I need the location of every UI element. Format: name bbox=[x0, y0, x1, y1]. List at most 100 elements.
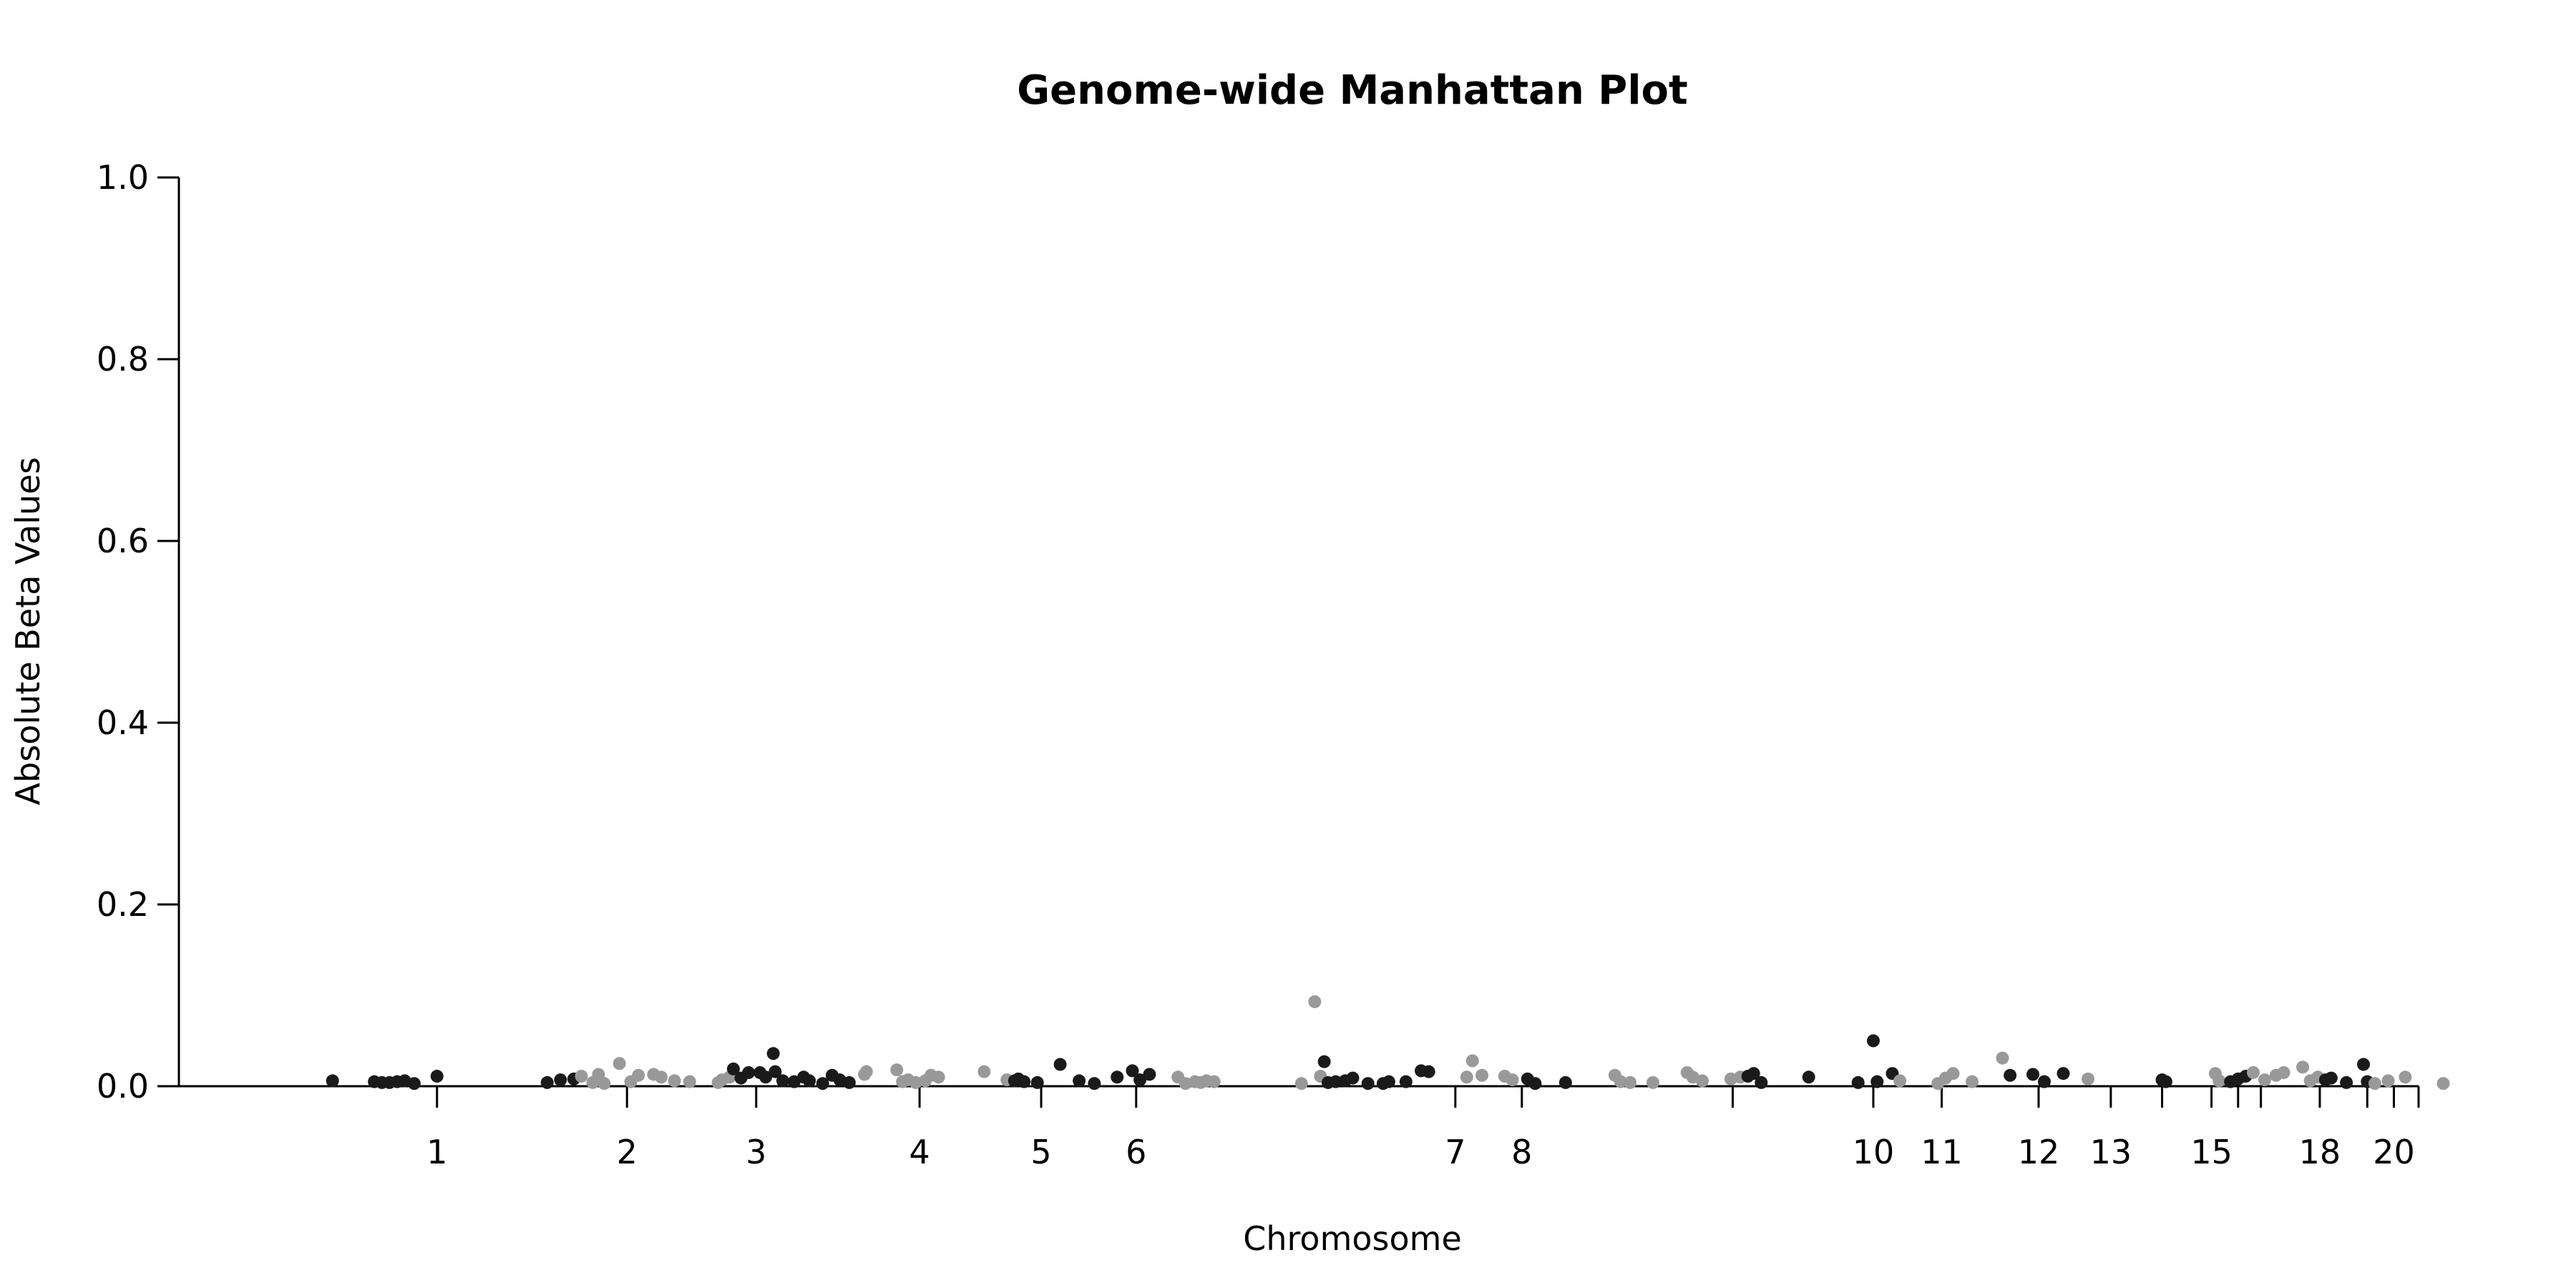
data-point bbox=[1073, 1074, 1086, 1088]
data-point bbox=[1361, 1077, 1375, 1091]
x-tick-label-chr-15: 15 bbox=[2190, 1133, 2233, 1171]
data-point bbox=[1506, 1073, 1519, 1087]
data-point bbox=[575, 1070, 588, 1083]
data-point bbox=[803, 1074, 816, 1088]
y-tick-label: 0.2 bbox=[97, 885, 149, 924]
data-point bbox=[430, 1070, 444, 1083]
data-point bbox=[407, 1077, 421, 1091]
data-point bbox=[1329, 1075, 1342, 1088]
data-point bbox=[1870, 1075, 1884, 1088]
x-tick-label-chr-7: 7 bbox=[1445, 1133, 1465, 1171]
data-point bbox=[2324, 1071, 2338, 1085]
data-point bbox=[1308, 995, 1322, 1008]
data-point bbox=[1802, 1070, 1815, 1084]
data-point bbox=[1755, 1075, 1768, 1089]
data-point bbox=[1018, 1075, 1031, 1088]
x-tick-label-chr-18: 18 bbox=[2299, 1133, 2341, 1171]
data-point bbox=[2247, 1065, 2260, 1079]
y-axis: 0.0 0.2 0.4 0.6 0.8 1.0 bbox=[97, 158, 180, 1106]
data-point bbox=[1111, 1070, 1124, 1084]
data-point bbox=[1399, 1075, 1413, 1088]
x-axis: 1 2 3 4 5 6 7 8 10 11 12 13 15 18 20 bbox=[179, 1085, 2420, 1171]
data-point bbox=[1996, 1051, 2009, 1065]
data-point bbox=[655, 1070, 668, 1084]
data-point bbox=[2277, 1065, 2290, 1079]
y-tick-label: 0.0 bbox=[97, 1067, 149, 1106]
x-tick-label-chr-6: 6 bbox=[1126, 1133, 1146, 1171]
x-tick-label-chr-12: 12 bbox=[2018, 1133, 2060, 1171]
y-tick-label: 0.6 bbox=[97, 522, 149, 560]
data-point bbox=[683, 1075, 696, 1088]
data-point bbox=[2368, 1077, 2381, 1091]
data-point bbox=[1747, 1067, 1760, 1080]
data-point bbox=[1053, 1058, 1067, 1071]
data-point bbox=[597, 1077, 611, 1091]
data-point bbox=[932, 1070, 945, 1084]
data-point bbox=[2381, 1074, 2395, 1088]
data-point bbox=[632, 1068, 645, 1082]
y-tick-label: 0.4 bbox=[97, 703, 149, 742]
data-point bbox=[776, 1074, 789, 1088]
x-tick-label-chr-2: 2 bbox=[617, 1133, 638, 1171]
chart-title: Genome-wide Manhattan Plot bbox=[1017, 67, 1688, 114]
data-point bbox=[726, 1062, 740, 1075]
data-point bbox=[769, 1065, 782, 1078]
data-point bbox=[1614, 1075, 1627, 1088]
x-tick-label-chr-11: 11 bbox=[1921, 1133, 1963, 1171]
data-point bbox=[1030, 1075, 1044, 1089]
data-point bbox=[1646, 1075, 1659, 1089]
data-point bbox=[2436, 1077, 2450, 1091]
data-point bbox=[2357, 1058, 2371, 1071]
x-tick-label-chr-13: 13 bbox=[2090, 1133, 2132, 1171]
y-axis-label: Absolute Beta Values bbox=[9, 457, 47, 806]
data-point bbox=[1088, 1077, 1101, 1091]
data-point bbox=[2296, 1060, 2310, 1074]
data-point bbox=[2159, 1075, 2172, 1088]
data-point bbox=[1946, 1067, 1960, 1080]
x-axis-label: Chromosome bbox=[1243, 1219, 1462, 1258]
data-point bbox=[1528, 1077, 1542, 1091]
data-point bbox=[554, 1073, 567, 1087]
data-point bbox=[2082, 1072, 2095, 1085]
data-point bbox=[977, 1065, 991, 1078]
data-point bbox=[1696, 1074, 1709, 1088]
data-point bbox=[1422, 1065, 1435, 1078]
x-tick-label-chr-3: 3 bbox=[746, 1133, 766, 1171]
data-point bbox=[1966, 1075, 1979, 1088]
data-point bbox=[540, 1075, 554, 1089]
data-point bbox=[1460, 1070, 1473, 1084]
data-point bbox=[668, 1074, 681, 1088]
data-point bbox=[1207, 1075, 1221, 1088]
x-tick-label-chr-8: 8 bbox=[1511, 1133, 1532, 1171]
data-point bbox=[1624, 1075, 1637, 1089]
data-point bbox=[2340, 1075, 2353, 1089]
data-point bbox=[1294, 1077, 1308, 1091]
x-tick-label-chr-10: 10 bbox=[1853, 1133, 1895, 1171]
data-point bbox=[1143, 1068, 1156, 1081]
data-point bbox=[1475, 1068, 1489, 1082]
data-point bbox=[1893, 1074, 1907, 1088]
data-point bbox=[2212, 1074, 2226, 1088]
data-point bbox=[2399, 1070, 2412, 1084]
data-point bbox=[1558, 1075, 1572, 1089]
data-point bbox=[1126, 1064, 1139, 1078]
data-point bbox=[859, 1065, 873, 1078]
data-point bbox=[1866, 1034, 1880, 1048]
data-point bbox=[766, 1047, 780, 1060]
data-point bbox=[326, 1074, 339, 1088]
data-point bbox=[1317, 1055, 1331, 1068]
data-point bbox=[2004, 1068, 2017, 1082]
data-point bbox=[2258, 1073, 2271, 1087]
y-tick-label: 1.0 bbox=[97, 158, 149, 197]
data-point bbox=[2037, 1075, 2051, 1088]
data-points bbox=[326, 995, 2450, 1091]
data-point bbox=[842, 1075, 856, 1089]
x-tick-label-chr-4: 4 bbox=[909, 1133, 930, 1171]
data-point bbox=[2057, 1067, 2070, 1080]
x-tick-label-chr-5: 5 bbox=[1030, 1133, 1051, 1171]
data-point bbox=[2026, 1068, 2040, 1081]
data-point bbox=[759, 1070, 773, 1084]
data-point bbox=[1465, 1054, 1479, 1068]
data-point bbox=[890, 1063, 904, 1077]
